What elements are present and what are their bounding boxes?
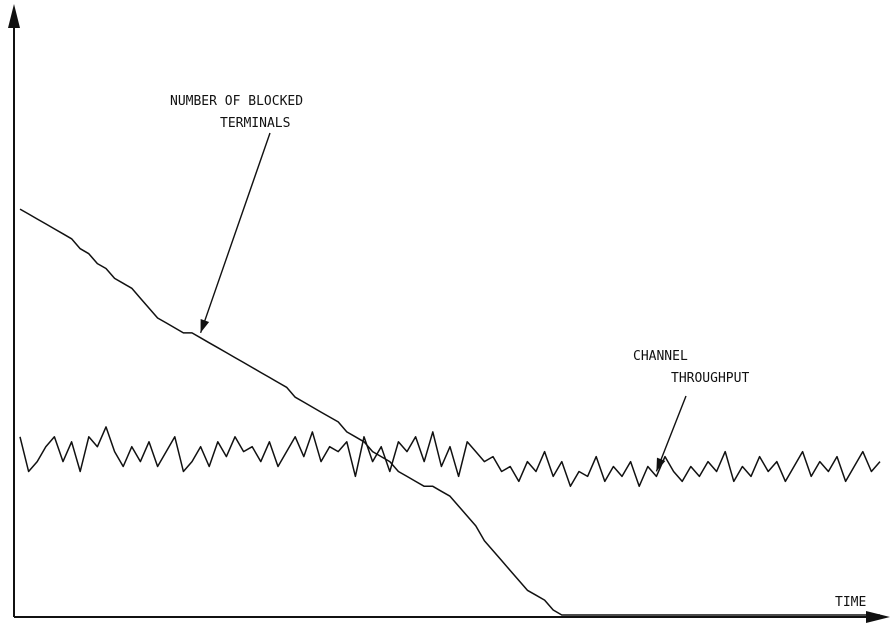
annotation-label-line: NUMBER OF BLOCKED: [170, 94, 303, 109]
series-line-blocked-terminals: [19, 208, 880, 616]
annotation-channel-throughput: CHANNEL THROUGHPUT: [633, 349, 749, 472]
annotation-label-line: THROUGHPUT: [671, 371, 749, 386]
pointer-arrowhead-icon: [656, 457, 666, 472]
series-layer: [19, 208, 881, 616]
annotation-label-line: TERMINALS: [220, 116, 290, 131]
series-line-channel-throughput: [19, 426, 881, 488]
y-axis-arrow-icon: [8, 4, 20, 28]
axes: TIME: [8, 4, 890, 623]
annotation-blocked-terminals: NUMBER OF BLOCKED TERMINALS: [170, 94, 303, 334]
pointer-arrow-line: [199, 132, 271, 334]
annotation-label-line: CHANNEL: [633, 349, 688, 364]
annotation-layer: NUMBER OF BLOCKED TERMINALS CHANNEL THROUGH…: [170, 94, 749, 472]
pointer-arrow-line: [655, 395, 687, 472]
pointer-arrowhead-icon: [200, 319, 210, 333]
x-axis-label: TIME: [835, 595, 866, 610]
x-axis-arrow-icon: [866, 611, 890, 623]
